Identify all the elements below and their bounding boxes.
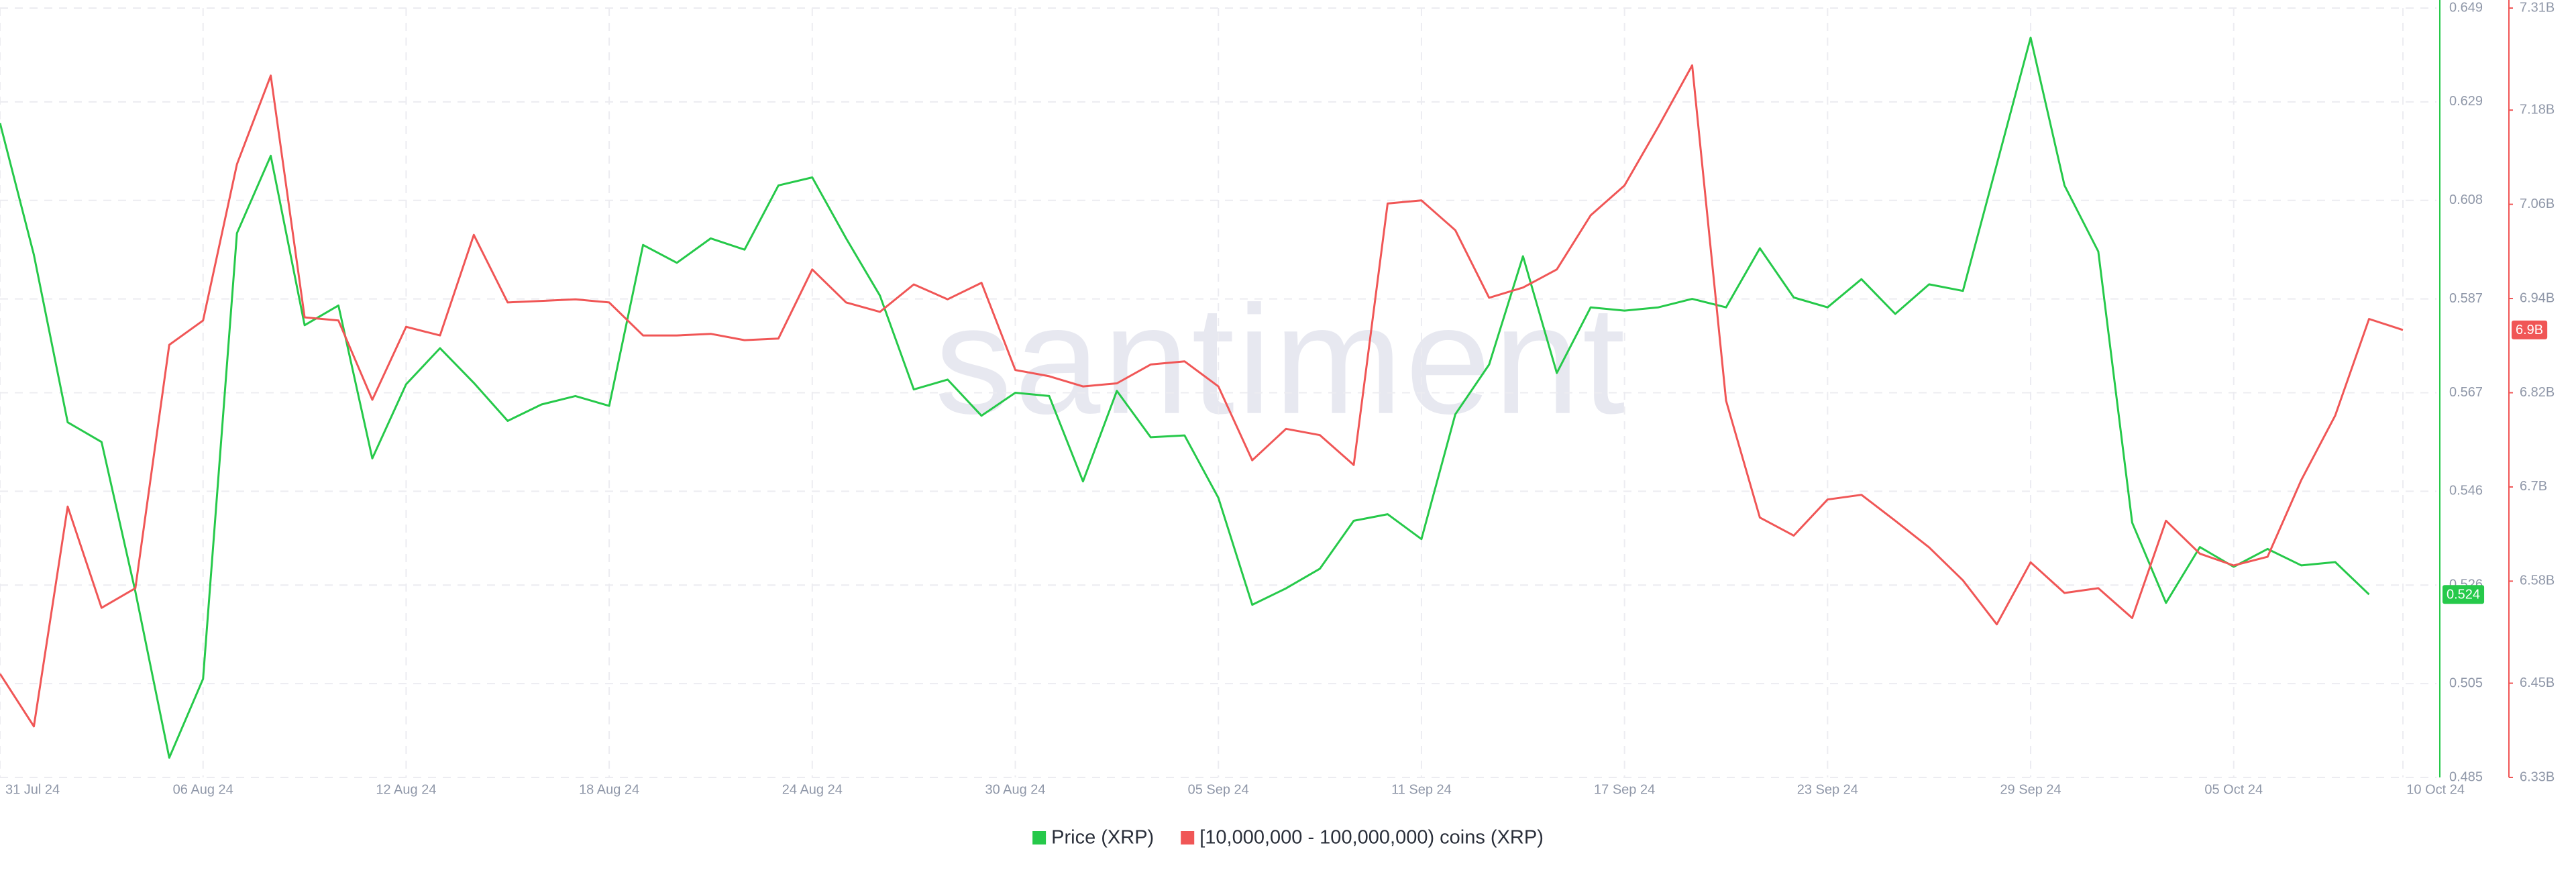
y2-tick-label: 6.58B <box>2520 574 2555 588</box>
x-tick-label: 05 Oct 24 <box>2204 782 2263 797</box>
x-tick-label: 05 Sep 24 <box>1188 782 1249 797</box>
legend-label: Price (XRP) <box>1051 827 1154 849</box>
badge-bg <box>2512 320 2548 339</box>
y2-tick-label: 7.18B <box>2520 102 2555 117</box>
x-tick-label: 06 Aug 24 <box>173 782 233 797</box>
y2-tick-label: 6.94B <box>2520 290 2555 305</box>
y2-tick-label: 6.82B <box>2520 385 2555 400</box>
x-tick-label: 23 Sep 24 <box>1797 782 1858 797</box>
y-tick-label: 0.567 <box>2449 385 2483 400</box>
legend-swatch <box>1181 831 1195 844</box>
legend-item[interactable]: [10,000,000 - 100,000,000) coins (XRP) <box>1181 827 1544 849</box>
badge-label: 6.9B <box>2516 323 2543 337</box>
legend-label: [10,000,000 - 100,000,000) coins (XRP) <box>1199 827 1544 849</box>
legend: Price (XRP) [10,000,000 - 100,000,000) co… <box>1032 827 1544 849</box>
x-tick-label: 29 Sep 24 <box>2000 782 2061 797</box>
y-tick-label: 0.587 <box>2449 291 2483 306</box>
y-tick-label: 0.505 <box>2449 675 2483 690</box>
last-value-badge: 0.524 <box>2443 585 2485 604</box>
y-tick-label: 0.608 <box>2449 193 2483 207</box>
series-line <box>0 64 2404 728</box>
badge-bg <box>2443 585 2485 604</box>
x-tick-label: 31 Jul 24 <box>5 782 60 797</box>
y2-tick-label: 7.06B <box>2520 197 2555 211</box>
x-tick-label: 10 Oct 24 <box>2406 782 2465 797</box>
last-value-badge: 6.9B <box>2512 320 2548 339</box>
watermark: santiment <box>934 274 1627 446</box>
x-tick-label: 17 Sep 24 <box>1594 782 1655 797</box>
legend-swatch <box>1032 831 1046 844</box>
series-line <box>0 36 2370 759</box>
x-tick-label: 30 Aug 24 <box>985 782 1045 797</box>
y-tick-label: 0.629 <box>2449 94 2483 109</box>
y-tick-label: 0.485 <box>2449 769 2483 784</box>
legend-item[interactable]: Price (XRP) <box>1032 827 1154 849</box>
x-tick-label: 24 Aug 24 <box>782 782 843 797</box>
x-tick-label: 12 Aug 24 <box>376 782 436 797</box>
y-tick-label: 0.546 <box>2449 484 2483 498</box>
y2-tick-label: 6.33B <box>2520 769 2555 784</box>
y-tick-label: 0.649 <box>2449 0 2483 15</box>
y2-tick-label: 6.45B <box>2520 675 2555 690</box>
x-tick-label: 18 Aug 24 <box>579 782 639 797</box>
x-tick-label: 11 Sep 24 <box>1391 782 1452 797</box>
badge-label: 0.524 <box>2447 588 2480 602</box>
y2-tick-label: 6.7B <box>2520 479 2547 494</box>
y2-tick-label: 7.31B <box>2520 0 2555 15</box>
